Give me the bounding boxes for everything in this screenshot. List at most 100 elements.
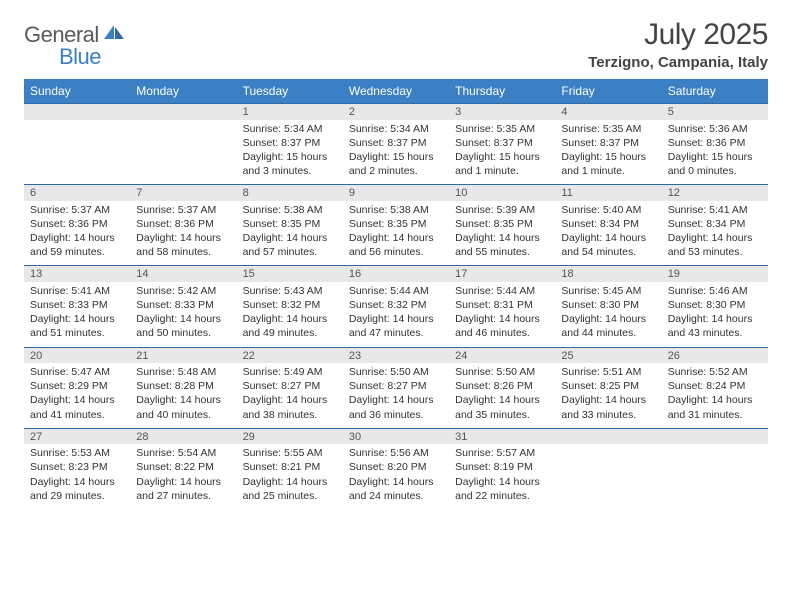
daylight-text-cont: and 24 minutes. — [349, 489, 443, 503]
day-number: 6 — [24, 185, 130, 201]
sunrise-text: Sunrise: 5:51 AM — [561, 365, 655, 379]
sunset-text: Sunset: 8:34 PM — [561, 217, 655, 231]
day-cell: Sunrise: 5:43 AMSunset: 8:32 PMDaylight:… — [237, 282, 343, 347]
sunset-text: Sunset: 8:24 PM — [668, 379, 762, 393]
sunset-text: Sunset: 8:37 PM — [455, 136, 549, 150]
sunrise-text: Sunrise: 5:40 AM — [561, 203, 655, 217]
day-content-row: Sunrise: 5:34 AMSunset: 8:37 PMDaylight:… — [24, 120, 768, 185]
sunrise-text: Sunrise: 5:38 AM — [243, 203, 337, 217]
calendar-body: 12345Sunrise: 5:34 AMSunset: 8:37 PMDayl… — [24, 104, 768, 509]
sunset-text: Sunset: 8:27 PM — [349, 379, 443, 393]
daylight-text: Daylight: 14 hours — [455, 475, 549, 489]
daylight-text-cont: and 54 minutes. — [561, 245, 655, 259]
title-block: July 2025 Terzigno, Campania, Italy — [588, 18, 768, 71]
day-cell: Sunrise: 5:35 AMSunset: 8:37 PMDaylight:… — [449, 120, 555, 185]
day-cell: Sunrise: 5:46 AMSunset: 8:30 PMDaylight:… — [662, 282, 768, 347]
daylight-text-cont: and 3 minutes. — [243, 164, 337, 178]
daylight-text-cont: and 56 minutes. — [349, 245, 443, 259]
day-header: Tuesday — [237, 79, 343, 104]
day-number: 23 — [343, 347, 449, 363]
day-number: 13 — [24, 266, 130, 282]
daylight-text-cont: and 50 minutes. — [136, 326, 230, 340]
sunset-text: Sunset: 8:21 PM — [243, 460, 337, 474]
daylight-text-cont: and 43 minutes. — [668, 326, 762, 340]
day-number: 20 — [24, 347, 130, 363]
day-cell — [662, 444, 768, 509]
daylight-text-cont: and 27 minutes. — [136, 489, 230, 503]
daylight-text-cont: and 33 minutes. — [561, 408, 655, 422]
day-cell: Sunrise: 5:41 AMSunset: 8:34 PMDaylight:… — [662, 201, 768, 266]
sunrise-text: Sunrise: 5:57 AM — [455, 446, 549, 460]
day-cell: Sunrise: 5:54 AMSunset: 8:22 PMDaylight:… — [130, 444, 236, 509]
daylight-text: Daylight: 14 hours — [243, 231, 337, 245]
daylight-text: Daylight: 14 hours — [243, 312, 337, 326]
day-cell: Sunrise: 5:44 AMSunset: 8:32 PMDaylight:… — [343, 282, 449, 347]
sunset-text: Sunset: 8:28 PM — [136, 379, 230, 393]
day-number: 24 — [449, 347, 555, 363]
sunrise-text: Sunrise: 5:41 AM — [668, 203, 762, 217]
sunset-text: Sunset: 8:35 PM — [455, 217, 549, 231]
sunset-text: Sunset: 8:37 PM — [561, 136, 655, 150]
header: General Blue July 2025 Terzigno, Campani… — [24, 18, 768, 71]
day-cell: Sunrise: 5:49 AMSunset: 8:27 PMDaylight:… — [237, 363, 343, 428]
daylight-text: Daylight: 14 hours — [30, 393, 124, 407]
sunset-text: Sunset: 8:27 PM — [243, 379, 337, 393]
sunset-text: Sunset: 8:23 PM — [30, 460, 124, 474]
sunset-text: Sunset: 8:36 PM — [30, 217, 124, 231]
day-cell: Sunrise: 5:50 AMSunset: 8:26 PMDaylight:… — [449, 363, 555, 428]
daylight-text: Daylight: 14 hours — [136, 475, 230, 489]
day-cell: Sunrise: 5:56 AMSunset: 8:20 PMDaylight:… — [343, 444, 449, 509]
day-header: Monday — [130, 79, 236, 104]
sunrise-text: Sunrise: 5:54 AM — [136, 446, 230, 460]
sunset-text: Sunset: 8:37 PM — [243, 136, 337, 150]
daylight-text-cont: and 58 minutes. — [136, 245, 230, 259]
sunset-text: Sunset: 8:35 PM — [243, 217, 337, 231]
day-number: 3 — [449, 104, 555, 120]
daylight-text: Daylight: 14 hours — [349, 475, 443, 489]
day-number: 8 — [237, 185, 343, 201]
daylight-text-cont: and 41 minutes. — [30, 408, 124, 422]
day-number-row: 2728293031 — [24, 428, 768, 444]
day-number: 11 — [555, 185, 661, 201]
sunrise-text: Sunrise: 5:41 AM — [30, 284, 124, 298]
daylight-text-cont: and 51 minutes. — [30, 326, 124, 340]
sunset-text: Sunset: 8:32 PM — [243, 298, 337, 312]
daylight-text: Daylight: 15 hours — [668, 150, 762, 164]
day-number — [130, 104, 236, 120]
sunset-text: Sunset: 8:25 PM — [561, 379, 655, 393]
day-number: 2 — [343, 104, 449, 120]
day-cell: Sunrise: 5:39 AMSunset: 8:35 PMDaylight:… — [449, 201, 555, 266]
daylight-text: Daylight: 14 hours — [668, 393, 762, 407]
day-number: 25 — [555, 347, 661, 363]
logo-word2: Blue — [59, 44, 101, 70]
day-number: 9 — [343, 185, 449, 201]
sunrise-text: Sunrise: 5:39 AM — [455, 203, 549, 217]
day-number: 30 — [343, 428, 449, 444]
day-number: 29 — [237, 428, 343, 444]
day-cell: Sunrise: 5:57 AMSunset: 8:19 PMDaylight:… — [449, 444, 555, 509]
day-cell: Sunrise: 5:40 AMSunset: 8:34 PMDaylight:… — [555, 201, 661, 266]
daylight-text: Daylight: 14 hours — [349, 231, 443, 245]
day-number — [555, 428, 661, 444]
day-cell: Sunrise: 5:50 AMSunset: 8:27 PMDaylight:… — [343, 363, 449, 428]
day-number: 17 — [449, 266, 555, 282]
day-cell: Sunrise: 5:37 AMSunset: 8:36 PMDaylight:… — [24, 201, 130, 266]
day-number: 27 — [24, 428, 130, 444]
daylight-text-cont: and 59 minutes. — [30, 245, 124, 259]
sunrise-text: Sunrise: 5:36 AM — [668, 122, 762, 136]
daylight-text: Daylight: 14 hours — [243, 393, 337, 407]
day-cell: Sunrise: 5:53 AMSunset: 8:23 PMDaylight:… — [24, 444, 130, 509]
day-header: Thursday — [449, 79, 555, 104]
daylight-text: Daylight: 15 hours — [561, 150, 655, 164]
daylight-text: Daylight: 14 hours — [30, 231, 124, 245]
daylight-text: Daylight: 14 hours — [136, 231, 230, 245]
sunrise-text: Sunrise: 5:47 AM — [30, 365, 124, 379]
sunset-text: Sunset: 8:31 PM — [455, 298, 549, 312]
daylight-text: Daylight: 14 hours — [136, 393, 230, 407]
sunrise-text: Sunrise: 5:48 AM — [136, 365, 230, 379]
day-cell: Sunrise: 5:45 AMSunset: 8:30 PMDaylight:… — [555, 282, 661, 347]
day-number-row: 13141516171819 — [24, 266, 768, 282]
day-number: 4 — [555, 104, 661, 120]
day-number: 15 — [237, 266, 343, 282]
day-number — [24, 104, 130, 120]
